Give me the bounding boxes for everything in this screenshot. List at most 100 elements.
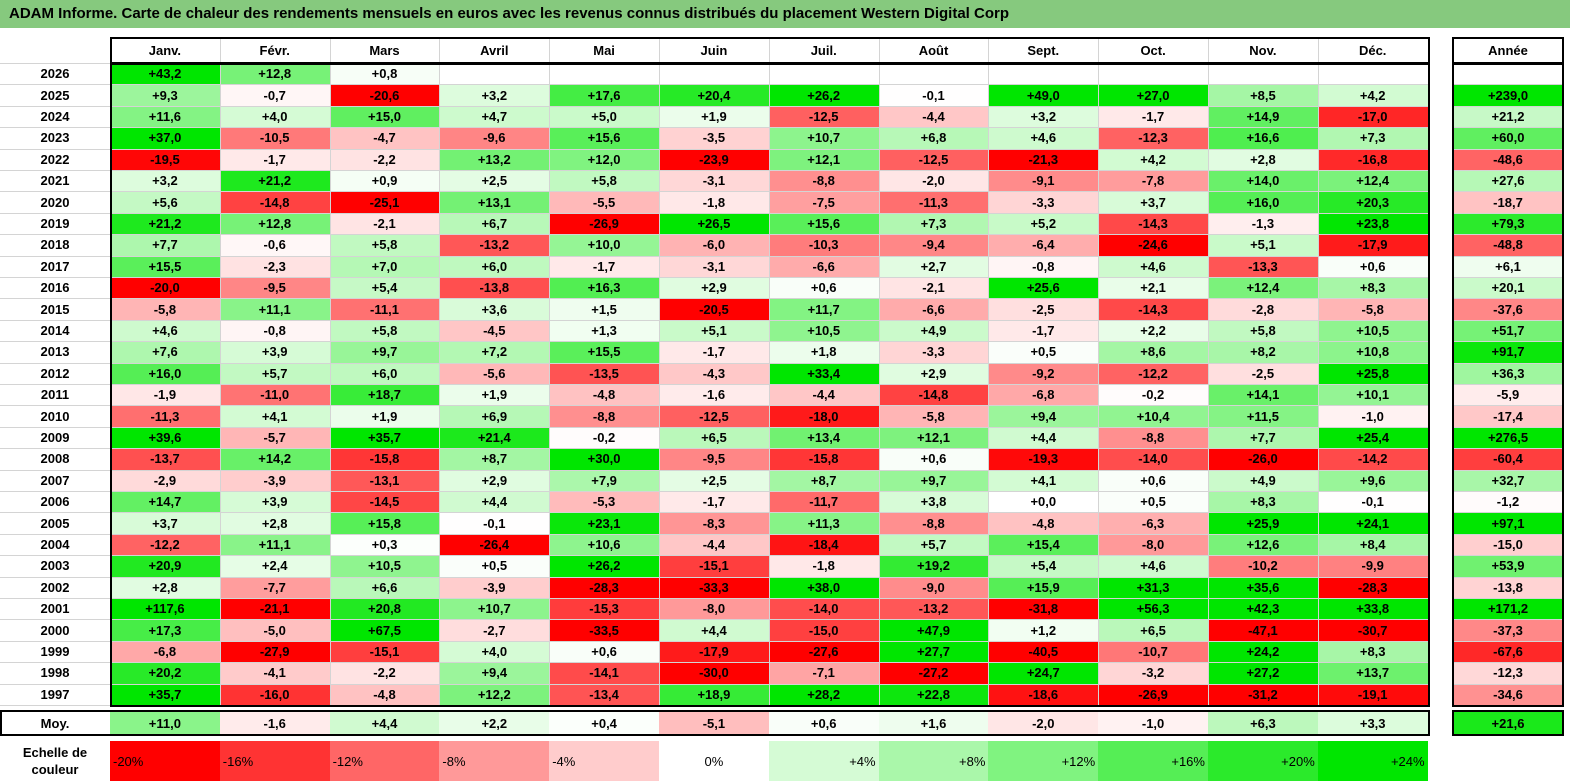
scale-swatch: +8%	[878, 741, 989, 781]
gridline	[1452, 705, 1564, 706]
year-total-cell: -67,6	[1452, 640, 1564, 663]
scale-swatch: 0%	[659, 741, 769, 781]
gridline	[0, 683, 1428, 685]
heatmap-cell: +1,8	[768, 341, 879, 363]
heatmap-cell: +15,4	[988, 533, 1099, 556]
gridline	[0, 362, 1428, 364]
heatmap-cell: -1,7	[219, 148, 330, 170]
heatmap-cell: +8,3	[1317, 277, 1428, 299]
gridline	[1452, 555, 1564, 557]
month-header: Janv.	[110, 37, 220, 63]
heatmap-cell: -6,3	[1098, 512, 1208, 534]
heatmap-cell: +6,6	[329, 576, 440, 598]
scale-swatch: -4%	[549, 741, 659, 781]
gridline	[1452, 640, 1564, 642]
heatmap-cell: -2,1	[878, 277, 989, 299]
row-year-label: 2018	[0, 234, 110, 256]
year-total-cell: -15,0	[1452, 533, 1564, 556]
heatmap-cell: -18,4	[768, 533, 879, 556]
heatmap-cell: -1,7	[549, 255, 659, 277]
heatmap-cell: +1,5	[549, 298, 659, 320]
heatmap-cell: +3,7	[1098, 191, 1208, 213]
heatmap-cell: +25,4	[1317, 426, 1428, 449]
gridline	[0, 127, 1428, 129]
heatmap-cell: +4,4	[988, 426, 1099, 449]
heatmap-cell: +14,7	[110, 491, 220, 513]
gridline	[1452, 533, 1564, 535]
heatmap-cell: -13,3	[1208, 255, 1318, 277]
heatmap-cell: -15,1	[329, 640, 440, 663]
heatmap-cell: -8,8	[549, 405, 659, 427]
heatmap-cell: -13,4	[549, 683, 659, 705]
gridline	[0, 533, 1428, 535]
average-cell: +2,2	[439, 710, 550, 736]
row-year-label: 2015	[0, 298, 110, 320]
heatmap-cell: -11,1	[329, 298, 440, 320]
heatmap-cell: +26,2	[768, 84, 879, 106]
heatmap-cell: +27,2	[1208, 662, 1318, 684]
heatmap-cell: +6,0	[439, 255, 550, 277]
heatmap-cell: -14,0	[768, 598, 879, 620]
heatmap-cell: -15,0	[768, 619, 879, 641]
heatmap-cell: -3,9	[439, 576, 550, 598]
heatmap-cell: +4,6	[1098, 255, 1208, 277]
year-header: Année	[1452, 37, 1564, 63]
heatmap-cell: +39,6	[110, 426, 220, 449]
heatmap-cell: -21,3	[988, 148, 1099, 170]
heatmap-cell: -4,7	[329, 127, 440, 149]
heatmap-cell: +20,2	[110, 662, 220, 684]
gridline	[0, 619, 1428, 621]
heatmap-cell: +1,9	[659, 105, 769, 128]
heatmap-cell: -3,9	[219, 469, 330, 491]
gridline	[0, 255, 1428, 257]
gridline	[1452, 448, 1564, 450]
heatmap-cell: -33,5	[549, 619, 659, 641]
heatmap-cell: -2,9	[110, 469, 220, 491]
gridline	[0, 405, 1428, 407]
gridline	[549, 37, 551, 705]
heatmap-cell: -1,7	[988, 319, 1099, 342]
heatmap-cell: +47,9	[878, 619, 989, 641]
month-header: Déc.	[1317, 37, 1428, 63]
gridline	[1452, 105, 1564, 107]
heatmap-cell: -12,5	[768, 105, 879, 128]
gridline	[0, 170, 1428, 171]
gridline	[1452, 662, 1564, 664]
heatmap-cell: +23,8	[1317, 212, 1428, 235]
heatmap-cell: +4,2	[1317, 84, 1428, 106]
heatmap-cell	[1208, 63, 1318, 85]
heatmap-cell: +21,2	[110, 212, 220, 235]
heatmap-cell: -28,3	[549, 576, 659, 598]
gridline	[768, 37, 770, 705]
heatmap-cell: -0,8	[988, 255, 1099, 277]
heatmap-cell: +0,6	[1098, 469, 1208, 491]
row-year-label: 2020	[0, 191, 110, 213]
gridline	[1452, 469, 1564, 471]
heatmap-cell: -14,5	[329, 491, 440, 513]
heatmap-cell: -0,6	[219, 234, 330, 256]
gridline	[0, 212, 1428, 214]
year-total-cell: -37,3	[1452, 619, 1564, 641]
heatmap-cell: -30,7	[1317, 619, 1428, 641]
report-title: ADAM Informe. Carte de chaleur des rende…	[0, 0, 1570, 28]
year-total-cell: +97,1	[1452, 512, 1564, 534]
gridline	[0, 84, 1428, 86]
heatmap-cell: -13,8	[439, 277, 550, 299]
heatmap-cell: +10,5	[329, 555, 440, 577]
heatmap-cell: +3,8	[878, 491, 989, 513]
heatmap-cell: -8,0	[1098, 533, 1208, 556]
gridline	[110, 37, 111, 705]
heatmap-cell: +9,3	[110, 84, 220, 106]
month-header: Sept.	[988, 37, 1099, 63]
heatmap-cell: +0,6	[768, 277, 879, 299]
year-total-cell: -18,7	[1452, 191, 1564, 213]
heatmap-cell: +5,1	[1208, 234, 1318, 256]
heatmap-cell: +56,3	[1098, 598, 1208, 620]
row-year-label: 2024	[0, 105, 110, 128]
heatmap-cell: -19,5	[110, 148, 220, 170]
heatmap-cell: -20,6	[329, 84, 440, 106]
heatmap-cell: +17,3	[110, 619, 220, 641]
heatmap-cell: +8,6	[1098, 341, 1208, 363]
gridline	[1452, 63, 1564, 64]
year-total-cell: +36,3	[1452, 362, 1564, 384]
